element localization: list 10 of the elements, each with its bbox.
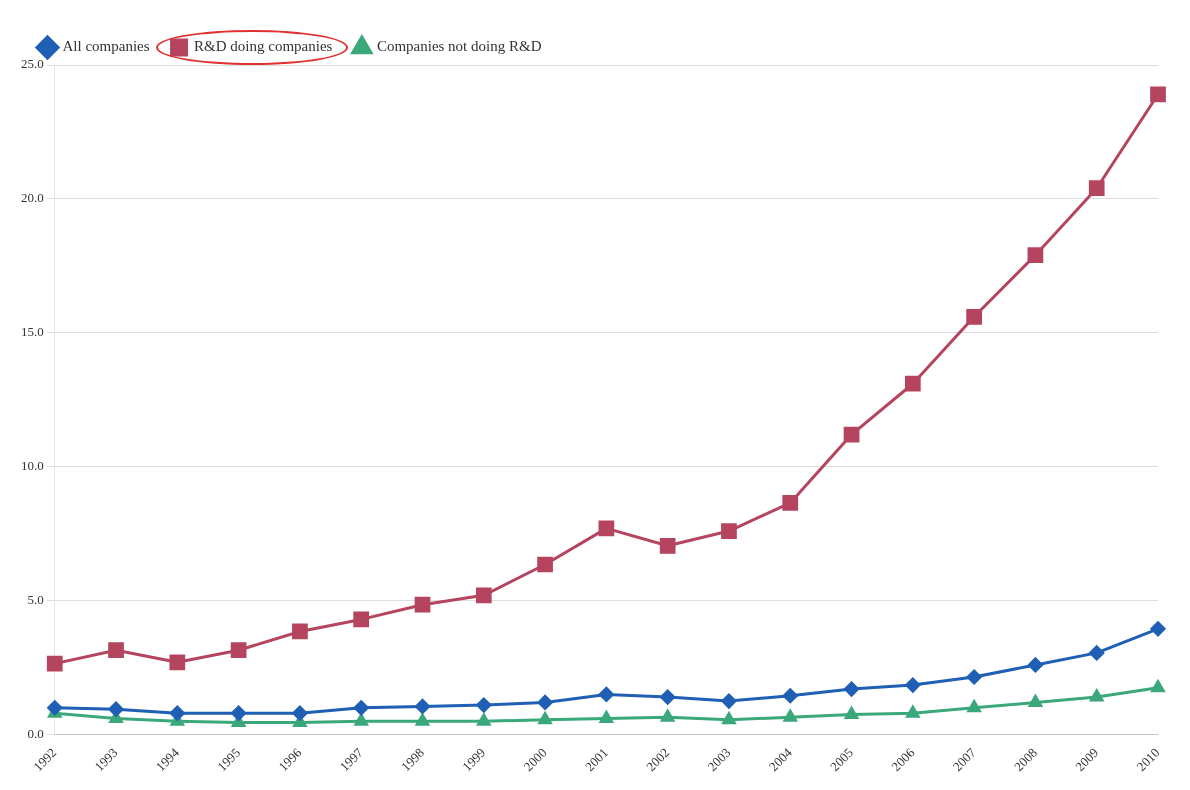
y-tick-label: 15.0 bbox=[21, 324, 44, 340]
legend-label: R&D doing companies bbox=[194, 38, 333, 55]
y-tick-label: 5.0 bbox=[27, 592, 44, 608]
y-tick-label: 20.0 bbox=[21, 190, 44, 206]
x-tick-label: 1999 bbox=[459, 745, 489, 775]
legend-label: All companies bbox=[62, 38, 150, 55]
y-tick-label: 0.0 bbox=[27, 726, 44, 742]
legend-label: Companies not doing R&D bbox=[376, 38, 542, 55]
y-tick-label: 25.0 bbox=[21, 56, 44, 72]
y-tick-label: 10.0 bbox=[21, 458, 44, 474]
